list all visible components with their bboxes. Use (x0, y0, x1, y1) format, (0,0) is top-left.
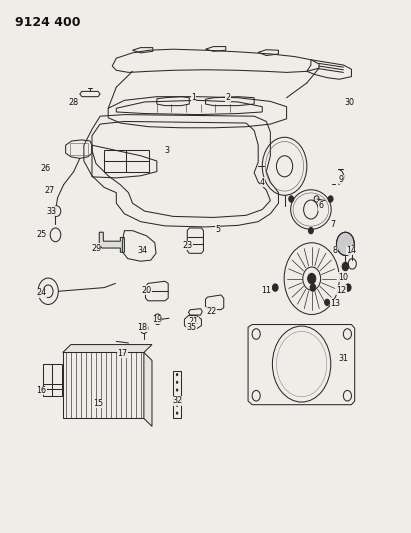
Bar (173, 371, 181, 418)
Text: 17: 17 (117, 349, 127, 358)
Polygon shape (63, 344, 152, 352)
Circle shape (345, 284, 351, 292)
Text: 34: 34 (138, 246, 148, 255)
Polygon shape (144, 352, 152, 426)
Text: 1: 1 (191, 93, 196, 102)
Text: 22: 22 (206, 307, 217, 316)
Text: 23: 23 (182, 241, 192, 250)
Text: 7: 7 (331, 220, 336, 229)
Text: 8: 8 (333, 246, 338, 255)
Text: 2: 2 (225, 93, 230, 102)
Text: 6: 6 (319, 201, 323, 211)
Circle shape (308, 273, 316, 284)
Text: 9124 400: 9124 400 (15, 16, 81, 29)
Text: 18: 18 (138, 322, 148, 332)
Text: 5: 5 (215, 225, 220, 234)
Text: 12: 12 (336, 286, 346, 295)
Text: 26: 26 (40, 164, 51, 173)
Text: 20: 20 (142, 286, 152, 295)
Circle shape (325, 299, 330, 305)
Text: 31: 31 (338, 354, 349, 364)
Text: 33: 33 (46, 207, 56, 216)
Circle shape (272, 284, 278, 292)
Circle shape (310, 284, 316, 292)
Circle shape (342, 262, 349, 271)
Text: 25: 25 (36, 230, 46, 239)
Circle shape (289, 196, 294, 202)
Text: 28: 28 (69, 99, 79, 108)
Circle shape (176, 373, 178, 376)
Text: 35: 35 (186, 322, 196, 332)
Text: 15: 15 (93, 399, 103, 408)
Text: 10: 10 (338, 272, 349, 281)
Text: 21: 21 (188, 317, 199, 326)
Text: 4: 4 (260, 177, 265, 187)
Bar (42, 364, 62, 395)
Text: 3: 3 (164, 146, 169, 155)
Text: 9: 9 (339, 175, 344, 184)
Text: 27: 27 (44, 185, 55, 195)
Circle shape (328, 196, 333, 202)
Circle shape (176, 411, 178, 415)
Text: 14: 14 (346, 246, 356, 255)
Text: 11: 11 (261, 286, 271, 295)
Circle shape (176, 389, 178, 392)
Text: 30: 30 (344, 99, 354, 108)
Polygon shape (99, 232, 125, 252)
Text: 13: 13 (330, 299, 340, 308)
Bar (63, 352, 144, 418)
Circle shape (337, 232, 354, 255)
Circle shape (309, 228, 313, 234)
Text: 24: 24 (36, 288, 46, 297)
Circle shape (176, 396, 178, 399)
Text: 19: 19 (152, 315, 162, 324)
Circle shape (176, 381, 178, 384)
Text: 32: 32 (172, 397, 182, 406)
Circle shape (176, 404, 178, 407)
Bar (70, 143, 88, 155)
Text: 16: 16 (36, 386, 46, 395)
Text: 29: 29 (91, 244, 101, 253)
